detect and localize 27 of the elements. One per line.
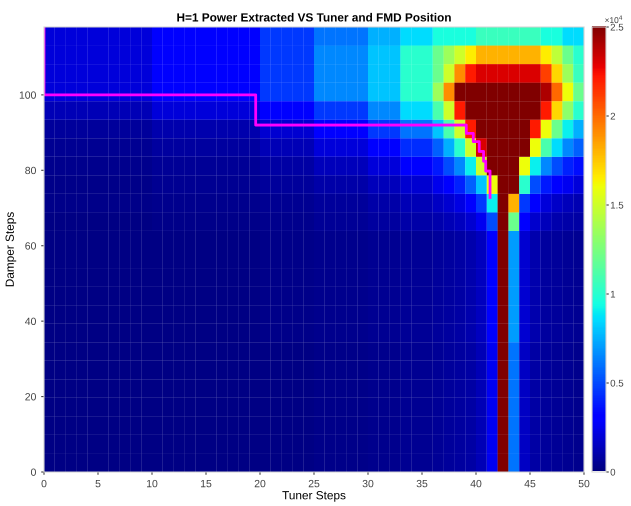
color-bar-label: 2	[610, 112, 616, 120]
x-tick-label: 35	[416, 480, 428, 488]
y-tick-label: 100	[20, 91, 36, 99]
x-tick-label: 5	[96, 480, 100, 488]
color-bar-label: 1.5	[610, 202, 624, 209]
chart-title: H=1 Power Extracted VS Tuner and FMD Position	[177, 12, 451, 22]
text: ×10$^{4}$	[605, 16, 622, 24]
x-tick-label: 10	[147, 480, 158, 488]
x-tick-label: 30	[362, 480, 374, 488]
y-tick-label: 60	[25, 242, 36, 250]
x-tick-label: 50	[578, 480, 590, 488]
x-tick-label: 20	[254, 480, 266, 488]
color-bar-label: 0.5	[610, 380, 624, 387]
color-bar-label: 0	[610, 468, 616, 476]
color-bar-label: 1	[610, 290, 616, 298]
x-tick-label: 15	[201, 480, 212, 488]
x-tick-label: 40	[470, 480, 482, 488]
x-axis-title: Tuner Steps	[282, 491, 346, 502]
y-tick-label: 80	[25, 166, 36, 174]
y-tick-label: 40	[25, 318, 36, 326]
x-tick-label: 45	[524, 480, 536, 488]
y-tick-label: 20	[25, 393, 36, 400]
color-bar-label: 2.5	[610, 24, 624, 31]
x-tick-label: 0	[42, 480, 46, 488]
y-axis-title: Damper Steps	[6, 212, 16, 286]
x-tick-label: 25	[308, 480, 320, 488]
y-tick-label: 0	[30, 468, 36, 476]
